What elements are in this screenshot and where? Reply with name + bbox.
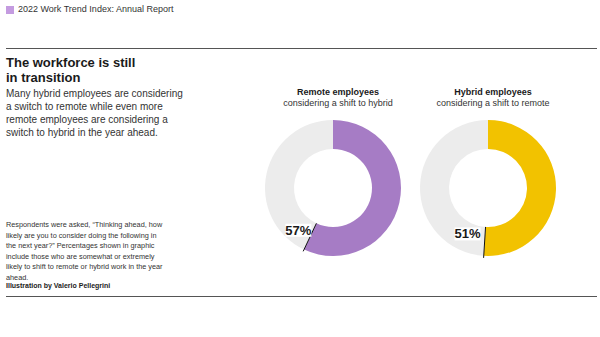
html-text:Many hybrid employees are cons: Many hybrid employees are considering a … [6, 88, 183, 138]
svg-text:51%: 51% [455, 226, 481, 241]
svg-text:considering a shift to hybrid: considering a shift to hybrid [283, 98, 393, 108]
html-text:The workforce is still in tran: The workforce is still in transition [6, 55, 136, 85]
svg-text:Hybrid employees: Hybrid employees [454, 87, 532, 97]
svg-text:57%: 57% [285, 223, 311, 238]
html-text:Illustration by Valerio Pelleg: Illustration by Valerio Pellegrini [6, 282, 111, 289]
html-text:2022 Work Trend Index: Annual: 2022 Work Trend Index: Annual Report [18, 4, 174, 14]
html-text:Respondents were asked, “Think: Respondents were asked, “Thinking ahead,… [6, 220, 163, 282]
svg-text:Remote employees: Remote employees [297, 87, 379, 97]
svg-text:considering a shift to remote: considering a shift to remote [436, 98, 549, 108]
